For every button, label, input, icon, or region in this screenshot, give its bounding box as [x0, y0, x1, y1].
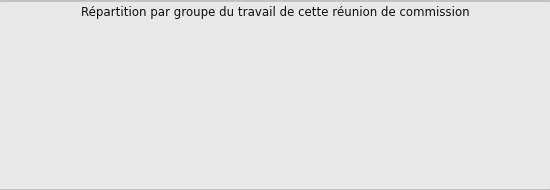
Text: RTLI: RTLI: [40, 108, 58, 117]
FancyBboxPatch shape: [0, 13, 143, 181]
Wedge shape: [166, 97, 195, 123]
Text: 4%: 4%: [378, 103, 391, 112]
Text: CRCE: CRCE: [40, 36, 64, 45]
Bar: [16, 36, 33, 45]
Wedge shape: [422, 114, 447, 127]
Text: 10: 10: [265, 102, 276, 111]
Wedge shape: [198, 88, 219, 116]
Text: Groupes: Groupes: [21, 27, 67, 37]
Bar: [372, 125, 497, 148]
Wedge shape: [178, 91, 199, 117]
Wedge shape: [395, 113, 423, 126]
Text: 1%: 1%: [374, 122, 387, 131]
Text: RDSE: RDSE: [40, 79, 64, 88]
Text: SER: SER: [40, 65, 57, 74]
Text: 1: 1: [151, 116, 156, 125]
Bar: [16, 122, 33, 131]
Bar: [141, 125, 266, 148]
Bar: [16, 137, 33, 146]
Bar: [16, 79, 33, 88]
Wedge shape: [398, 108, 424, 122]
Text: 2: 2: [158, 97, 163, 106]
Text: 58%: 58%: [419, 75, 437, 84]
Wedge shape: [400, 88, 463, 121]
Wedge shape: [208, 91, 243, 127]
Wedge shape: [300, 88, 358, 127]
Bar: [16, 51, 33, 59]
Wedge shape: [395, 126, 422, 127]
Text: RDPI: RDPI: [40, 94, 61, 103]
Text: 10%: 10%: [370, 113, 388, 122]
Text: 1: 1: [185, 77, 190, 86]
Bar: [16, 108, 33, 117]
Text: 2: 2: [287, 83, 292, 92]
Bar: [16, 94, 33, 103]
Bar: [16, 65, 33, 74]
Text: NI: NI: [40, 151, 49, 160]
Wedge shape: [294, 93, 313, 117]
Wedge shape: [191, 114, 216, 127]
Text: 1: 1: [173, 82, 178, 91]
Text: 4: 4: [244, 97, 249, 106]
Text: Présents: Présents: [185, 138, 222, 147]
Wedge shape: [280, 97, 311, 127]
Wedge shape: [164, 116, 191, 127]
Text: Interventions: Interventions: [290, 138, 348, 147]
Text: 23%: 23%: [479, 105, 497, 114]
Text: UC: UC: [40, 122, 53, 131]
Bar: [256, 125, 382, 148]
Text: Répartition par groupe du travail de cette réunion de commission: Répartition par groupe du travail de cet…: [81, 6, 469, 19]
Text: 24: 24: [343, 81, 353, 90]
Bar: [16, 151, 33, 160]
Text: 2: 2: [208, 75, 213, 84]
Wedge shape: [306, 114, 332, 127]
Text: LR: LR: [40, 137, 51, 146]
Wedge shape: [444, 100, 474, 127]
Text: Temps de parole
(mots prononcés): Temps de parole (mots prononcés): [397, 138, 472, 158]
Text: EST: EST: [40, 51, 57, 60]
Wedge shape: [188, 88, 202, 116]
